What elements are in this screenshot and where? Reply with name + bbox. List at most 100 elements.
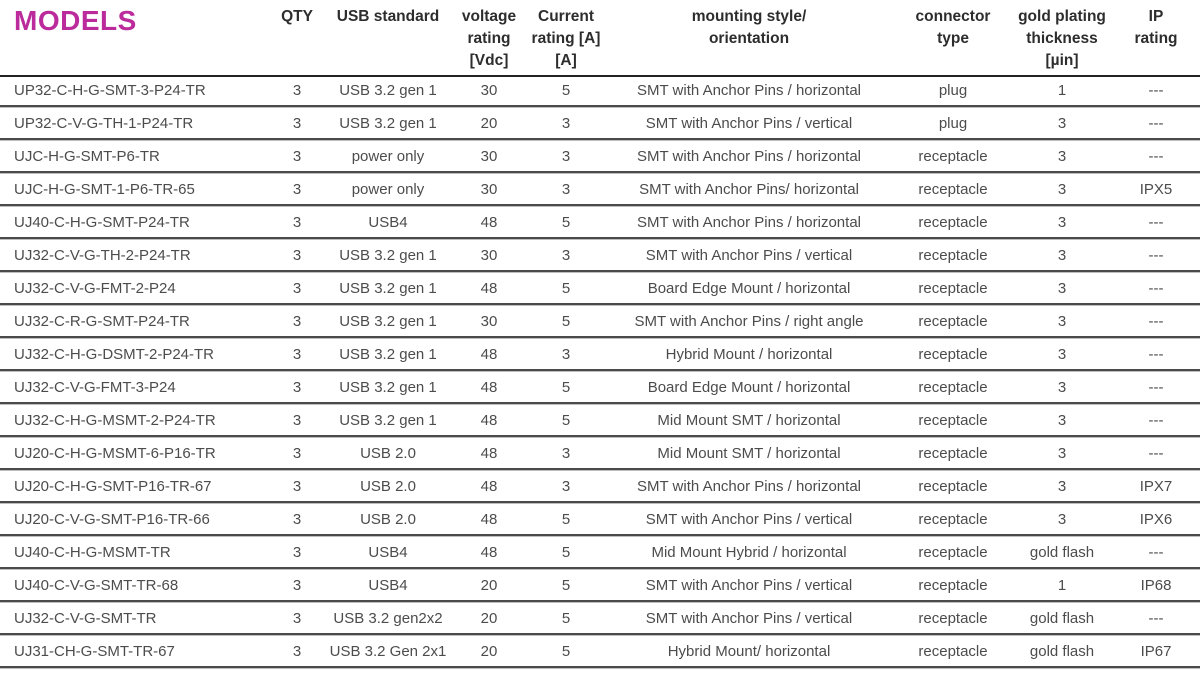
cell-model: UJ40-C-H-G-MSMT-TR (14, 544, 171, 561)
cell-current-rating: 3 (561, 247, 571, 264)
cell-model: UP32-C-V-G-TH-1-P24-TR (14, 115, 194, 132)
cell-qty: 3 (292, 280, 302, 297)
cell-usb-standard: USB4 (368, 577, 408, 594)
cell-usb-standard: USB 2.0 (360, 478, 416, 495)
cell-ip-rating: --- (1148, 280, 1164, 297)
cell-gold-plating: 3 (1057, 247, 1067, 264)
cell-qty: 3 (292, 148, 302, 165)
cell-model: UJC-H-G-SMT-P6-TR (14, 148, 160, 165)
cell-usb-standard: USB 3.2 gen 1 (339, 115, 437, 132)
table-row: UJ32-C-V-G-SMT-TR 3 USB 3.2 gen2x2 20 5 SMT w… (0, 605, 1200, 636)
cell-connector-type: receptacle (918, 577, 988, 594)
cell-ip-rating: --- (1148, 115, 1164, 132)
cell-qty: 3 (292, 478, 302, 495)
cell-current-rating: 3 (561, 346, 571, 363)
cell-ip-rating: IP68 (1140, 577, 1172, 594)
cell-connector-type: receptacle (918, 280, 988, 297)
table-row: UJ32-C-V-G-TH-2-P24-TR 3 USB 3.2 gen 1 30 3 S… (0, 242, 1200, 273)
cell-gold-plating: 3 (1057, 280, 1067, 297)
cell-model: UJ32-C-H-G-DSMT-2-P24-TR (14, 346, 215, 363)
cell-qty: 3 (292, 643, 302, 660)
cell-current-rating: 5 (561, 280, 571, 297)
cell-qty: 3 (292, 445, 302, 462)
cell-usb-standard: USB 3.2 gen 1 (339, 247, 437, 264)
table-row: UJ32-C-V-G-FMT-3-P24 3 USB 3.2 gen 1 48 5 Boa… (0, 374, 1200, 405)
cell-connector-type: receptacle (918, 478, 988, 495)
cell-ip-rating: --- (1148, 445, 1164, 462)
cell-qty: 3 (292, 346, 302, 363)
cell-usb-standard: USB 3.2 gen 1 (339, 280, 437, 297)
cell-current-rating: 5 (561, 610, 571, 627)
cell-model: UJ20-C-V-G-SMT-P16-TR-66 (14, 511, 210, 528)
cell-voltage-rating: 48 (480, 379, 498, 396)
cell-current-rating: 5 (561, 82, 571, 99)
cell-qty: 3 (292, 247, 302, 264)
cell-voltage-rating: 30 (480, 313, 498, 330)
cell-qty: 3 (292, 610, 302, 627)
table-row: UJC-H-G-SMT-1-P6-TR-65 3 power only 30 3 SMT … (0, 176, 1200, 207)
column-header-qty: QTY (281, 8, 313, 25)
cell-ip-rating: --- (1148, 247, 1164, 264)
cell-connector-type: receptacle (918, 610, 988, 627)
cell-mounting-style: SMT with Anchor Pins / vertical (645, 115, 853, 132)
table-row: UJ20-C-H-G-SMT-P16-TR-67 3 USB 2.0 48 3 SMT w… (0, 473, 1200, 504)
cell-gold-plating: 3 (1057, 181, 1067, 198)
cell-connector-type: receptacle (918, 412, 988, 429)
column-header-current-rating: Current rating [A] [A] (531, 8, 601, 69)
cell-mounting-style: SMT with Anchor Pins / horizontal (637, 82, 861, 99)
cell-ip-rating: --- (1148, 148, 1164, 165)
cell-mounting-style: SMT with Anchor Pins / horizontal (637, 478, 861, 495)
cell-usb-standard: USB 3.2 gen 1 (339, 313, 437, 330)
column-header-ip-rating: IP rating (1134, 8, 1178, 47)
cell-current-rating: 5 (561, 214, 571, 231)
cell-ip-rating: --- (1148, 610, 1164, 627)
cell-qty: 3 (292, 313, 302, 330)
cell-ip-rating: --- (1148, 346, 1164, 363)
table-row: UJ31-CH-G-SMT-TR-67 3 USB 3.2 Gen 2x1 20 5 Hy… (0, 638, 1200, 669)
cell-gold-plating: 3 (1057, 445, 1067, 462)
cell-gold-plating: 3 (1057, 313, 1067, 330)
cell-model: UJ32-C-V-G-SMT-TR (14, 610, 157, 627)
cell-usb-standard: USB 3.2 gen2x2 (333, 610, 443, 627)
table-row: UJ20-C-V-G-SMT-P16-TR-66 3 USB 2.0 48 5 SMT w… (0, 506, 1200, 537)
cell-mounting-style: SMT with Anchor Pins / vertical (645, 577, 853, 594)
cell-gold-plating: 3 (1057, 412, 1067, 429)
cell-mounting-style: SMT with Anchor Pins / vertical (645, 610, 853, 627)
cell-current-rating: 3 (561, 445, 571, 462)
cell-gold-plating: 1 (1057, 577, 1067, 594)
cell-model: UJ32-C-H-G-MSMT-2-P24-TR (14, 412, 216, 429)
cell-ip-rating: IPX7 (1139, 478, 1173, 495)
cell-connector-type: receptacle (918, 346, 988, 363)
cell-usb-standard: USB 3.2 gen 1 (339, 346, 437, 363)
cell-qty: 3 (292, 412, 302, 429)
cell-connector-type: receptacle (918, 643, 988, 660)
cell-ip-rating: IP67 (1140, 643, 1172, 660)
cell-voltage-rating: 30 (480, 181, 498, 198)
cell-voltage-rating: 30 (480, 82, 498, 99)
cell-mounting-style: Hybrid Mount / horizontal (665, 346, 833, 363)
page-title: MODELS (14, 5, 137, 36)
cell-current-rating: 5 (561, 577, 571, 594)
cell-mounting-style: Hybrid Mount/ horizontal (667, 643, 831, 660)
cell-current-rating: 3 (561, 148, 571, 165)
cell-voltage-rating: 30 (480, 148, 498, 165)
cell-connector-type: plug (938, 82, 968, 99)
cell-qty: 3 (292, 577, 302, 594)
cell-voltage-rating: 48 (480, 346, 498, 363)
cell-ip-rating: --- (1148, 214, 1164, 231)
cell-model: UJ40-C-V-G-SMT-TR-68 (14, 577, 179, 594)
cell-qty: 3 (292, 181, 302, 198)
cell-gold-plating: gold flash (1029, 544, 1095, 561)
cell-current-rating: 5 (561, 544, 571, 561)
table-row: UP32-C-V-G-TH-1-P24-TR 3 USB 3.2 gen 1 20 3 S… (0, 110, 1200, 141)
cell-voltage-rating: 48 (480, 214, 498, 231)
cell-connector-type: plug (938, 115, 968, 132)
cell-qty: 3 (292, 82, 302, 99)
cell-connector-type: receptacle (918, 511, 988, 528)
cell-usb-standard: USB 2.0 (360, 445, 416, 462)
cell-voltage-rating: 48 (480, 412, 498, 429)
cell-gold-plating: gold flash (1029, 643, 1095, 660)
cell-gold-plating: 3 (1057, 214, 1067, 231)
cell-usb-standard: USB4 (368, 544, 408, 561)
cell-model: UJ20-C-H-G-MSMT-6-P16-TR (14, 445, 216, 462)
